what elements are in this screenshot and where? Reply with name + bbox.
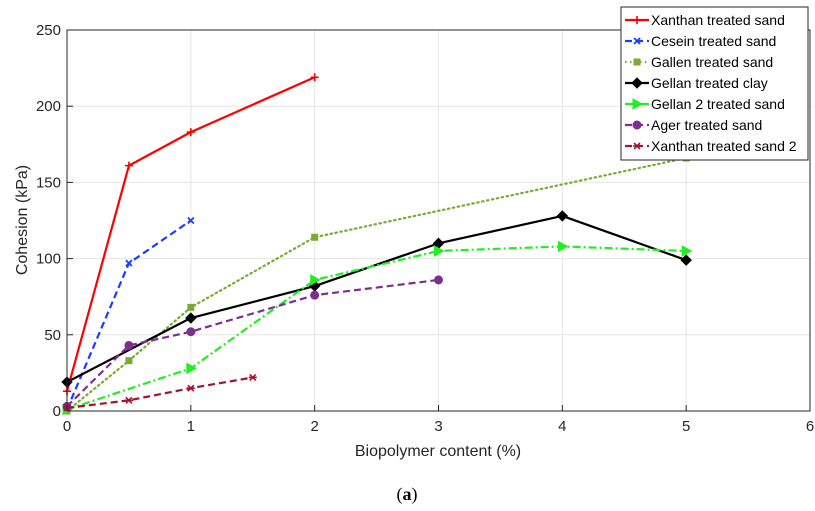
series-xanthan-treated-sand-2 [63,373,257,412]
y-tick-label: 0 [53,403,61,420]
y-tick-label: 150 [36,174,61,191]
legend-item: Gallen treated sand [625,54,773,70]
series-line [66,214,687,384]
data-point [186,327,196,337]
y-axis-label: Cohesion (kPa) [14,165,31,275]
caption-close-paren: ) [412,484,418,505]
series-line [66,278,439,408]
data-point [681,245,693,257]
x-tick-label: 2 [310,418,318,435]
figure-caption: (a) [397,484,418,505]
legend-item: Xanthan treated sand 2 [625,138,797,154]
x-axis-label: Biopolymer content (%) [355,443,521,460]
data-point [310,290,320,300]
data-point [125,357,133,365]
legend-marker [631,77,643,89]
caption-letter: a [403,484,412,504]
legend-marker [633,37,641,45]
y-tick-label: 100 [36,251,61,268]
legend-marker [632,120,642,130]
data-point [310,274,321,286]
data-point [124,396,133,404]
data-point [185,312,197,324]
legend-item: Gellan 2 treated sand [625,96,785,112]
data-point [187,216,195,225]
legend-label: Ager treated sand [651,117,762,133]
x-tick-label: 0 [63,418,71,435]
data-point [124,161,133,170]
data-point [310,73,319,82]
legend-item: Ager treated sand [625,117,762,133]
caption-open-paren: ( [397,484,403,505]
data-point [124,340,134,350]
series-gellan-treated-clay [61,210,692,388]
x-tick-label: 5 [682,418,690,435]
y-tick-label: 50 [44,327,61,344]
legend: Xanthan treated sand Cesein treated sand G… [620,6,809,161]
legend-box [620,6,809,161]
legend-marker [632,98,644,110]
legend-label: Xanthan treated sand 2 [651,138,797,154]
data-point [556,210,569,222]
legend-label: Gellan 2 treated sand [651,96,785,112]
legend-label: Gallen treated sand [651,54,773,70]
x-tick-label: 6 [806,418,814,435]
y-tick-label: 200 [36,98,61,115]
data-point [434,275,443,285]
legend-label: Xanthan treated sand [651,12,785,28]
data-point [125,259,133,267]
data-point [311,233,319,241]
series-line [66,376,253,410]
data-point [186,362,197,375]
series-line [66,245,687,411]
data-point [248,373,257,382]
legend-label: Gellan treated clay [651,75,768,91]
data-point [557,240,569,253]
legend-marker [633,58,641,66]
data-point [187,303,195,311]
series-line [65,76,316,392]
legend-marker [633,16,641,24]
y-tick-label: 250 [36,22,61,39]
data-point [186,384,195,392]
x-tick-label: 1 [187,418,195,435]
legend-item: Cesein treated sand [625,33,776,49]
legend-item: Gellan treated clay [625,75,768,91]
data-point [186,128,195,137]
legend-label: Cesein treated sand [651,33,776,49]
x-tick-label: 3 [434,418,442,435]
axis-ticks: 0 1 2 3 4 5 6 0 50 100 150 200 250 [36,22,814,435]
legend-marker [633,142,641,150]
data-point [434,245,445,257]
data-point [680,254,692,266]
legend-item: Xanthan treated sand [625,12,785,28]
x-tick-label: 4 [558,418,566,435]
